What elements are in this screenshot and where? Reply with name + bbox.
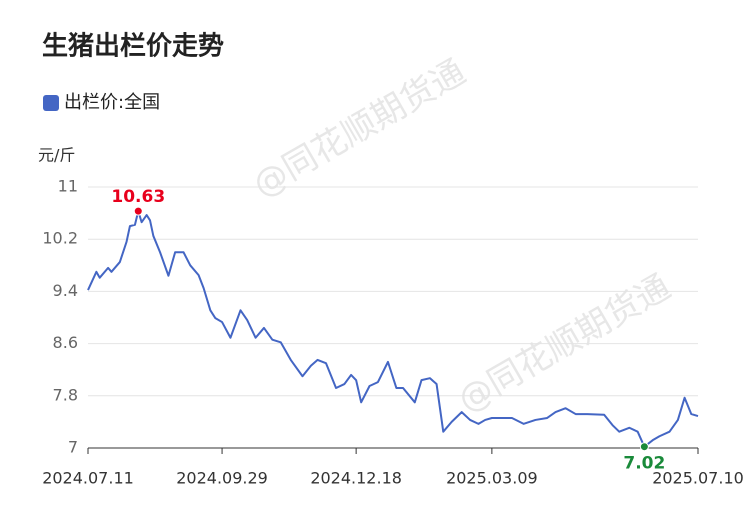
x-tick-label: 2025.07.10 (652, 469, 744, 488)
highlight-dot (133, 206, 143, 216)
y-tick-label: 10.2 (42, 229, 78, 248)
y-tick-label: 8.6 (53, 333, 78, 352)
y-tick-label: 11 (58, 177, 78, 196)
y-axis-unit: 元/斤 (38, 146, 75, 165)
legend-swatch (43, 95, 59, 111)
y-tick-label: 9.4 (53, 281, 78, 300)
highlight-label: 10.63 (111, 187, 165, 207)
chart-title: 生猪出栏价走势 (42, 32, 224, 62)
line-series (87, 210, 699, 448)
y-tick-label: 7.8 (53, 385, 78, 404)
x-tick-label: 2024.07.11 (42, 469, 134, 488)
watermark: @同花顺期货通 (246, 52, 472, 206)
highlight-label: 7.02 (623, 454, 665, 474)
x-tick-label: 2025.03.09 (446, 469, 538, 488)
highlight-dot (639, 442, 649, 452)
y-tick-label: 7 (68, 438, 78, 457)
x-tick-label: 2024.09.29 (176, 469, 268, 488)
legend-label: 出栏价:全国 (64, 92, 160, 113)
x-tick-label: 2024.12.18 (310, 469, 402, 488)
